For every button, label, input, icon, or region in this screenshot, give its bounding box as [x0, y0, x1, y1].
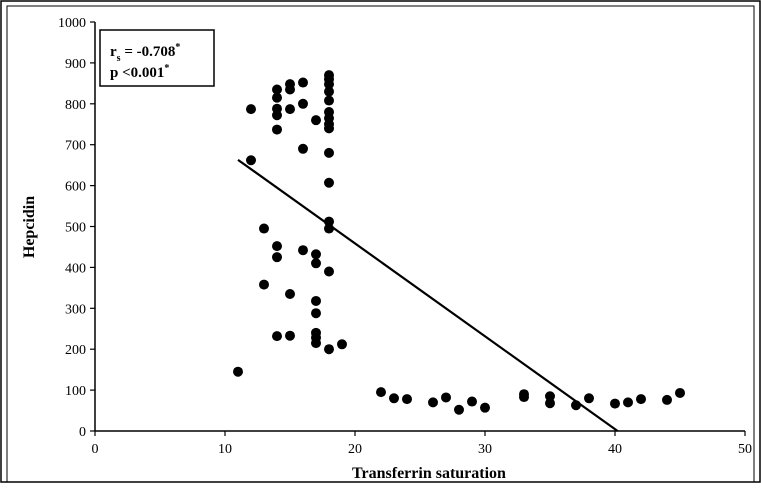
annotation-border [99, 29, 215, 87]
data-point [324, 86, 334, 97]
data-point [272, 110, 282, 121]
axes: 0 100 200 300 400 500 600 700 800 900 1000 0 10 20 30 4… [58, 16, 752, 457]
data-point [311, 308, 321, 319]
data-point [389, 393, 399, 404]
data-point [545, 391, 555, 402]
data-point [298, 98, 308, 109]
p-value-text: p <0.001 [110, 65, 164, 81]
data-point [259, 223, 269, 234]
r-value-text: = -0.708 [121, 44, 176, 60]
data-point [285, 104, 295, 115]
y-tick-label: 700 [65, 139, 86, 154]
inner-border [6, 5, 755, 483]
r-symbol: r [110, 44, 117, 60]
trendline-group [237, 158, 619, 432]
p-value-line: p <0.001* [110, 63, 169, 81]
data-point [324, 177, 334, 188]
data-point [428, 397, 438, 408]
data-point [324, 223, 334, 234]
x-tick-label: 50 [738, 442, 752, 457]
r-subscript: s [117, 53, 121, 64]
data-point [311, 249, 321, 260]
data-point [272, 92, 282, 103]
y-tick-label: 500 [65, 221, 86, 236]
x-tick-label: 40 [608, 442, 622, 457]
data-point [311, 338, 321, 349]
y-tick-label: 0 [79, 425, 86, 440]
data-point [246, 155, 256, 166]
data-points [233, 70, 685, 415]
y-tick-label: 300 [65, 302, 86, 317]
y-tick-label: 800 [65, 98, 86, 113]
data-point [610, 398, 620, 409]
data-point [298, 245, 308, 256]
data-point [662, 394, 672, 405]
x-tick-label: 30 [478, 442, 492, 457]
data-point [298, 77, 308, 88]
data-point [376, 387, 386, 398]
data-point [272, 124, 282, 135]
data-point [311, 295, 321, 306]
data-point [480, 402, 490, 413]
data-point [272, 241, 282, 252]
data-point [311, 115, 321, 126]
data-point [584, 393, 594, 404]
data-point [324, 79, 334, 90]
data-point [337, 339, 347, 350]
data-point [324, 147, 334, 158]
data-point [272, 252, 282, 263]
data-point [285, 330, 295, 341]
r-asterisk: * [175, 42, 180, 53]
data-point [285, 288, 295, 299]
annotation-box: rs = -0.708* p <0.001* [99, 29, 215, 87]
data-point [272, 84, 282, 95]
data-point [402, 394, 412, 405]
data-point [636, 394, 646, 405]
data-point [454, 404, 464, 415]
data-point [324, 266, 334, 277]
y-tick-label: 400 [65, 261, 86, 276]
data-point [467, 396, 477, 407]
data-point [623, 397, 633, 408]
data-point [233, 366, 243, 377]
y-tick-label: 200 [65, 343, 86, 358]
y-axis-title: Hepcidin [21, 196, 38, 258]
y-tick-label: 100 [65, 384, 86, 399]
x-axis-title: Transferrin saturation [352, 465, 506, 482]
data-point [324, 95, 334, 106]
r-value-line: rs = -0.708* [110, 42, 180, 64]
data-point [324, 123, 334, 134]
data-point [545, 398, 555, 409]
data-point [519, 392, 529, 403]
data-point [675, 387, 685, 398]
data-point [298, 143, 308, 154]
data-point [441, 392, 451, 403]
y-tick-label: 1000 [58, 16, 86, 31]
data-point [324, 216, 334, 227]
p-asterisk: * [164, 63, 169, 74]
x-tick-label: 0 [92, 442, 99, 457]
data-point [246, 104, 256, 115]
data-point [571, 400, 581, 411]
y-tick-label: 600 [65, 180, 86, 195]
trendline [237, 158, 619, 432]
data-point [285, 84, 295, 95]
data-point [324, 344, 334, 355]
x-tick-label: 10 [218, 442, 232, 457]
data-point [259, 279, 269, 290]
data-point [311, 258, 321, 269]
x-tick-label: 20 [348, 442, 362, 457]
y-tick-label: 900 [65, 57, 86, 72]
data-point [272, 331, 282, 342]
